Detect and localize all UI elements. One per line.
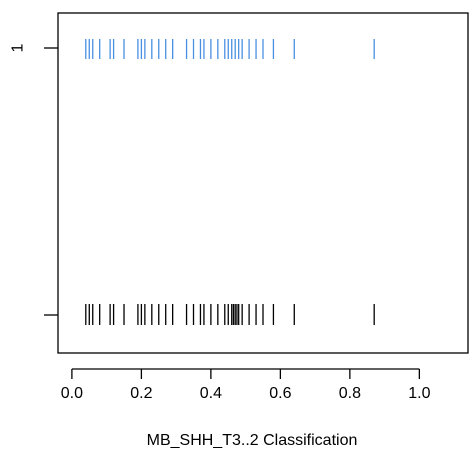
x-axis-title: MB_SHH_T3..2 Classification	[147, 432, 358, 449]
x-axis: 0.0 0.2 0.4 0.6 0.8 1.0	[61, 368, 431, 402]
x-tick-label: 0.4	[200, 385, 222, 402]
x-tick-label: 1.0	[408, 385, 430, 402]
x-tick-label: 0.6	[269, 385, 291, 402]
y-axis: 1	[10, 43, 58, 316]
x-tick-label: 0.0	[61, 385, 83, 402]
rug-marks	[85, 39, 375, 325]
x-tick-label: 0.2	[130, 385, 152, 402]
y-tick-label-top: 1	[10, 43, 27, 52]
plot-box	[57, 12, 469, 354]
x-tick-label: 0.8	[339, 385, 361, 402]
